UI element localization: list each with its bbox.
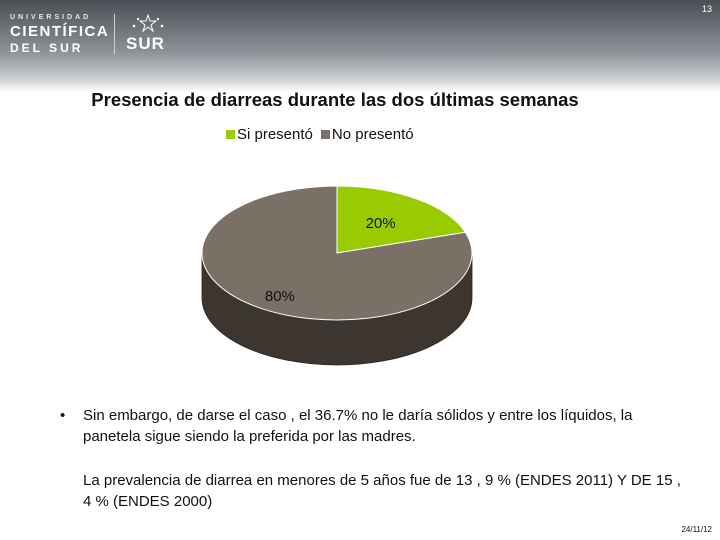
logo-sur: SUR	[126, 34, 165, 53]
bullet-marker: •	[60, 407, 66, 424]
data-label-si: 20%	[366, 215, 396, 232]
footer-date: 24/11/12	[681, 525, 712, 534]
logo-line1: UNIVERSIDAD	[10, 14, 92, 21]
legend-swatch-no	[320, 130, 330, 139]
pie-slice-si	[336, 185, 467, 254]
university-logo: UNIVERSIDAD CIENTÍFICA DEL SUR SUR	[10, 12, 170, 55]
chart-legend: Si presentó No presentó	[226, 126, 414, 143]
pie-slice-no	[201, 185, 473, 321]
header-banner: UNIVERSIDAD CIENTÍFICA DEL SUR SUR 13	[0, 0, 720, 92]
legend-swatch-si	[226, 130, 235, 139]
bullet-text: Sin embargo, de darse el caso , el 36.7%…	[83, 407, 633, 445]
legend-label-si: Si presentó	[237, 126, 313, 143]
logo-separator	[114, 14, 115, 54]
star-emblem-icon	[132, 14, 164, 33]
chart-title: Presencia de diarreas durante las dos úl…	[91, 89, 579, 110]
prevalence-paragraph: La prevalencia de diarrea en menores de …	[83, 472, 681, 510]
page-number: 13	[701, 4, 712, 14]
legend-label-no: No presentó	[331, 126, 414, 143]
logo-line2: CIENTÍFICA	[10, 23, 110, 40]
logo-line3: DEL SUR	[10, 41, 84, 55]
legend-item-no: No presentó	[320, 126, 414, 143]
legend-item-si: Si presentó	[226, 126, 313, 143]
data-label-no: 80%	[265, 288, 295, 305]
